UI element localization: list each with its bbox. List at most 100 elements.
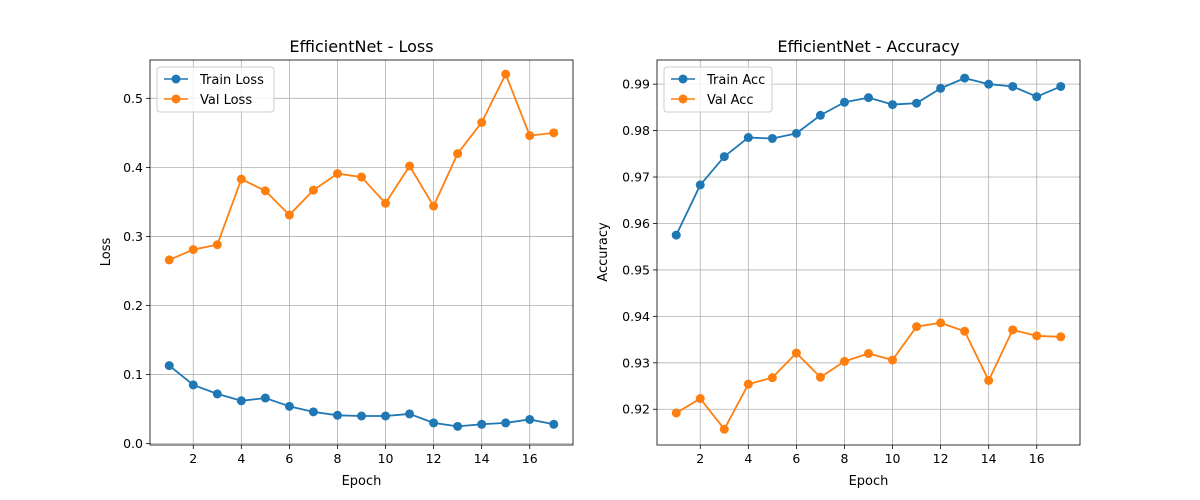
loss-y-tick-label: 0.2 (123, 298, 143, 313)
accuracy-x-tick-label: 6 (792, 451, 800, 466)
accuracy-y-tick-label: 0.99 (622, 77, 650, 92)
accuracy-legend-val-marker (678, 94, 688, 104)
train-acc-point-7 (815, 110, 825, 120)
train-acc-point-11 (912, 98, 922, 108)
val-acc-point-12 (936, 318, 946, 328)
train-acc-point-12 (936, 83, 946, 93)
accuracy-x-tick-label: 16 (1029, 451, 1045, 466)
val-acc-point-13 (960, 326, 970, 336)
accuracy-y-tick-label: 0.94 (622, 309, 650, 324)
train-loss-point-3 (212, 389, 222, 399)
loss-y-tick-label: 0.5 (123, 91, 143, 106)
val-loss-point-8 (332, 169, 342, 179)
val-acc-point-3 (719, 424, 729, 434)
val-loss-point-11 (405, 161, 415, 171)
accuracy-x-tick-label: 14 (981, 451, 997, 466)
loss-x-tick-label: 8 (333, 451, 341, 466)
accuracy-x-tick-label: 10 (885, 451, 901, 466)
val-acc-point-16 (1032, 331, 1042, 341)
val-loss-point-16 (525, 131, 535, 141)
loss-series-layer (164, 69, 559, 431)
train-loss-point-9 (357, 411, 366, 421)
train-loss-point-2 (188, 380, 198, 390)
train-loss-point-13 (453, 421, 463, 431)
loss-y-tick-label: 0.3 (123, 229, 143, 244)
train-acc-point-2 (695, 180, 705, 190)
loss-x-tick-label: 16 (522, 451, 538, 466)
val-loss-point-13 (453, 149, 463, 159)
accuracy-series-layer (671, 73, 1066, 434)
accuracy-legend: Train Acc Val Acc (663, 66, 773, 113)
loss-legend-train-label: Train Loss (199, 73, 264, 88)
val-acc-point-5 (767, 373, 777, 383)
accuracy-y-tick-label: 0.96 (622, 216, 650, 231)
val-acc-point-7 (815, 372, 825, 382)
train-loss-point-10 (381, 411, 391, 421)
loss-legend: Train Loss Val Loss (156, 66, 275, 113)
train-loss-point-7 (308, 407, 318, 417)
val-acc-point-1 (671, 408, 681, 418)
train-loss-point-5 (260, 393, 270, 403)
accuracy-plot-area (657, 60, 1080, 445)
val-acc-point-10 (888, 355, 898, 365)
loss-y-tick-label: 0.0 (123, 436, 143, 451)
loss-legend-val-label: Val Loss (200, 93, 252, 108)
loss-x-ticks: 2 4 6 8 10 12 14 16 (189, 445, 538, 466)
loss-y-tick-label: 0.1 (123, 367, 143, 382)
accuracy-legend-val-label: Val Acc (707, 93, 754, 108)
val-loss-point-3 (212, 240, 222, 250)
train-loss-point-11 (405, 409, 415, 419)
loss-chart-title: EfficientNet - Loss (289, 37, 433, 56)
train-acc-point-15 (1008, 81, 1018, 91)
train-acc-point-13 (960, 73, 970, 83)
val-loss-point-6 (284, 210, 294, 220)
train-loss-point-6 (284, 401, 294, 411)
accuracy-chart-title: EfficientNet - Accuracy (777, 37, 959, 56)
train-acc-point-17 (1056, 81, 1066, 91)
loss-x-tick-label: 6 (285, 451, 293, 466)
accuracy-y-tick-label: 0.98 (622, 123, 650, 138)
val-loss-point-10 (381, 198, 391, 208)
loss-x-axis-label: Epoch (342, 474, 382, 489)
loss-x-tick-label: 14 (474, 451, 490, 466)
accuracy-x-tick-label: 4 (744, 451, 752, 466)
train-loss-point-8 (332, 410, 342, 420)
accuracy-plot-frame (656, 59, 1081, 446)
train-acc-point-9 (864, 93, 873, 103)
train-acc-point-5 (767, 133, 777, 143)
val-loss-point-4 (236, 174, 246, 184)
train-acc-point-6 (791, 128, 801, 138)
loss-y-tick-label: 0.4 (123, 160, 143, 175)
train-acc-point-4 (743, 133, 753, 143)
val-loss-point-12 (429, 201, 439, 211)
val-loss-point-5 (260, 186, 270, 196)
loss-x-tick-label: 4 (237, 451, 245, 466)
accuracy-x-tick-label: 8 (840, 451, 848, 466)
val-acc-point-14 (984, 375, 994, 385)
val-acc-point-6 (791, 348, 801, 358)
val-loss-point-7 (308, 185, 318, 195)
accuracy-legend-train-marker (678, 74, 688, 84)
loss-legend-train-marker (171, 74, 181, 84)
loss-x-tick-label: 10 (378, 451, 394, 466)
train-loss-point-16 (525, 414, 535, 424)
val-loss-point-17 (549, 128, 559, 138)
train-loss-point-4 (236, 396, 246, 406)
accuracy-y-tick-label: 0.92 (622, 402, 650, 417)
train-loss-point-12 (429, 418, 439, 428)
accuracy-x-tick-label: 12 (933, 451, 949, 466)
loss-plot-area (150, 60, 573, 445)
val-loss-point-9 (357, 172, 366, 182)
train-loss-point-17 (549, 419, 559, 429)
accuracy-y-tick-label: 0.93 (622, 355, 650, 370)
accuracy-x-axis-label: Epoch (849, 474, 889, 489)
val-loss-point-15 (501, 69, 511, 79)
val-loss-point-2 (188, 245, 198, 255)
val-acc-point-2 (695, 394, 705, 404)
loss-x-tick-label: 2 (189, 451, 197, 466)
accuracy-legend-train-label: Train Acc (706, 73, 765, 88)
accuracy-chart-panel: 2 4 6 8 10 12 14 16 0.920.930.940.950.960.970.9… (596, 37, 1081, 489)
val-acc-point-15 (1008, 325, 1018, 335)
train-loss-point-15 (501, 418, 511, 428)
